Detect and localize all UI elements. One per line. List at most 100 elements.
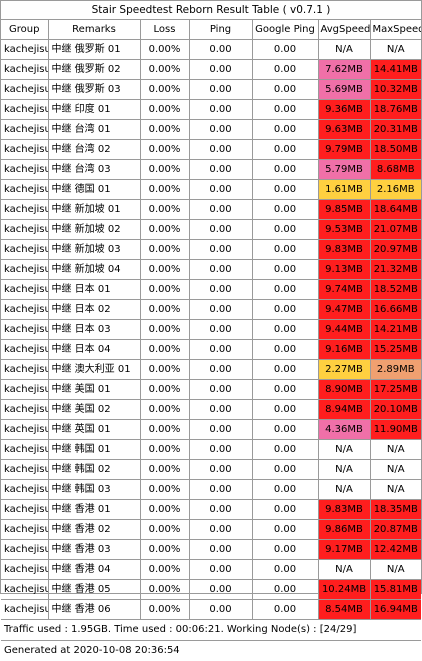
cell-loss: 0.00% bbox=[139, 439, 190, 460]
cell-avg-speed: N/A bbox=[317, 459, 371, 480]
table-row: kachejisu 中继 日本 01 0.00% 0.00 0.00 9.74MB 18.5… bbox=[1, 279, 421, 300]
column-header-remarks: Remarks bbox=[47, 20, 141, 40]
cell-max-speed: 20.97MB bbox=[369, 239, 421, 260]
cell-loss: 0.00% bbox=[139, 279, 190, 300]
cell-google-ping: 0.00 bbox=[251, 399, 319, 420]
cell-group: kachejisu bbox=[1, 319, 49, 340]
table-row: kachejisu 中继 新加坡 02 0.00% 0.00 0.00 9.53MB 21.… bbox=[1, 219, 421, 240]
cell-avg-speed: 9.79MB bbox=[317, 139, 371, 160]
cell-max-speed: 15.81MB bbox=[369, 579, 421, 600]
cell-ping: 0.00 bbox=[188, 499, 253, 520]
table-row: kachejisu 中继 台湾 02 0.00% 0.00 0.00 9.79MB 18.5… bbox=[1, 139, 421, 160]
cell-google-ping: 0.00 bbox=[251, 99, 319, 120]
table-row: kachejisu 中继 日本 04 0.00% 0.00 0.00 9.16MB 15.2… bbox=[1, 339, 421, 360]
table-row: kachejisu 中继 新加坡 03 0.00% 0.00 0.00 9.83MB 20.… bbox=[1, 239, 421, 260]
cell-ping: 0.00 bbox=[188, 319, 253, 340]
cell-remarks: 中继 香港 04 bbox=[47, 559, 141, 580]
cell-max-speed: 15.25MB bbox=[369, 339, 421, 360]
cell-group: kachejisu bbox=[1, 259, 49, 280]
cell-google-ping: 0.00 bbox=[251, 279, 319, 300]
cell-group: kachejisu bbox=[1, 39, 49, 60]
cell-loss: 0.00% bbox=[139, 139, 190, 160]
generated-timestamp: Generated at 2020-10-08 20:36:54 bbox=[4, 645, 180, 656]
cell-max-speed: 16.66MB bbox=[369, 299, 421, 320]
cell-max-speed: 18.76MB bbox=[369, 99, 421, 120]
cell-max-speed: 20.10MB bbox=[369, 399, 421, 420]
cell-group: kachejisu bbox=[1, 219, 49, 240]
cell-loss: 0.00% bbox=[139, 59, 190, 80]
cell-avg-speed: 9.86MB bbox=[317, 519, 371, 540]
cell-avg-speed: 1.61MB bbox=[317, 179, 371, 200]
cell-avg-speed: 9.85MB bbox=[317, 199, 371, 220]
cell-group: kachejisu bbox=[1, 479, 49, 500]
cell-remarks: 中继 台湾 02 bbox=[47, 139, 141, 160]
cell-max-speed: 10.32MB bbox=[369, 79, 421, 100]
table-row: kachejisu 中继 韩国 01 0.00% 0.00 0.00 N/A N/A bbox=[1, 439, 421, 460]
cell-loss: 0.00% bbox=[139, 119, 190, 140]
cell-max-speed: 17.25MB bbox=[369, 379, 421, 400]
cell-google-ping: 0.00 bbox=[251, 499, 319, 520]
cell-group: kachejisu bbox=[1, 119, 49, 140]
cell-loss: 0.00% bbox=[139, 99, 190, 120]
cell-group: kachejisu bbox=[1, 279, 49, 300]
table-row: kachejisu 中继 俄罗斯 03 0.00% 0.00 0.00 5.69MB 10.… bbox=[1, 79, 421, 100]
cell-ping: 0.00 bbox=[188, 119, 253, 140]
cell-ping: 0.00 bbox=[188, 559, 253, 580]
cell-group: kachejisu bbox=[1, 339, 49, 360]
cell-max-speed: 2.16MB bbox=[369, 179, 421, 200]
traffic-summary: Traffic used : 1.95GB. Time used : 00:06… bbox=[1, 620, 421, 641]
table-title: Stair Speedtest Reborn Result Table ( v0… bbox=[1, 1, 421, 20]
cell-google-ping: 0.00 bbox=[251, 419, 319, 440]
cell-max-speed: N/A bbox=[369, 459, 421, 480]
cell-ping: 0.00 bbox=[188, 399, 253, 420]
cell-group: kachejisu bbox=[1, 179, 49, 200]
table-row: kachejisu 中继 香港 04 0.00% 0.00 0.00 N/A N/A bbox=[1, 559, 421, 580]
cell-remarks: 中继 澳大利亚 01 bbox=[47, 359, 141, 380]
cell-ping: 0.00 bbox=[188, 539, 253, 560]
cell-remarks: 中继 香港 02 bbox=[47, 519, 141, 540]
cell-remarks: 中继 俄罗斯 01 bbox=[47, 39, 141, 60]
cell-group: kachejisu bbox=[1, 579, 49, 600]
cell-group: kachejisu bbox=[1, 599, 49, 620]
cell-loss: 0.00% bbox=[139, 219, 190, 240]
cell-max-speed: 14.41MB bbox=[369, 59, 421, 80]
cell-remarks: 中继 韩国 02 bbox=[47, 459, 141, 480]
cell-loss: 0.00% bbox=[139, 79, 190, 100]
cell-loss: 0.00% bbox=[139, 579, 190, 600]
cell-ping: 0.00 bbox=[188, 279, 253, 300]
cell-loss: 0.00% bbox=[139, 559, 190, 580]
cell-google-ping: 0.00 bbox=[251, 519, 319, 540]
table-row: kachejisu 中继 日本 03 0.00% 0.00 0.00 9.44MB 14.2… bbox=[1, 319, 421, 340]
cell-max-speed: 18.64MB bbox=[369, 199, 421, 220]
cell-ping: 0.00 bbox=[188, 299, 253, 320]
cell-avg-speed: 9.44MB bbox=[317, 319, 371, 340]
cell-max-speed: 21.32MB bbox=[369, 259, 421, 280]
table-row: kachejisu 中继 新加坡 04 0.00% 0.00 0.00 9.13MB 21.… bbox=[1, 259, 421, 280]
cell-remarks: 中继 俄罗斯 03 bbox=[47, 79, 141, 100]
cell-ping: 0.00 bbox=[188, 239, 253, 260]
table-row: kachejisu 中继 香港 03 0.00% 0.00 0.00 9.17MB 12.4… bbox=[1, 539, 421, 560]
cell-avg-speed: N/A bbox=[317, 439, 371, 460]
cell-google-ping: 0.00 bbox=[251, 319, 319, 340]
cell-group: kachejisu bbox=[1, 299, 49, 320]
cell-loss: 0.00% bbox=[139, 519, 190, 540]
cell-remarks: 中继 美国 02 bbox=[47, 399, 141, 420]
cell-max-speed: 12.42MB bbox=[369, 539, 421, 560]
cell-remarks: 中继 香港 03 bbox=[47, 539, 141, 560]
table-row: kachejisu 中继 俄罗斯 01 0.00% 0.00 0.00 N/A N/A bbox=[1, 39, 421, 60]
cell-remarks: 中继 韩国 03 bbox=[47, 479, 141, 500]
cell-loss: 0.00% bbox=[139, 319, 190, 340]
cell-loss: 0.00% bbox=[139, 399, 190, 420]
cell-max-speed: 20.31MB bbox=[369, 119, 421, 140]
column-header-avg-speed: AvgSpeed bbox=[317, 20, 371, 40]
header-row: Group Remarks Loss Ping Google Ping AvgS… bbox=[1, 20, 421, 40]
cell-google-ping: 0.00 bbox=[251, 139, 319, 160]
table-row: kachejisu 中继 香港 02 0.00% 0.00 0.00 9.86MB 20.8… bbox=[1, 519, 421, 540]
cell-loss: 0.00% bbox=[139, 259, 190, 280]
cell-ping: 0.00 bbox=[188, 99, 253, 120]
cell-avg-speed: N/A bbox=[317, 479, 371, 500]
cell-google-ping: 0.00 bbox=[251, 79, 319, 100]
cell-ping: 0.00 bbox=[188, 259, 253, 280]
cell-google-ping: 0.00 bbox=[251, 459, 319, 480]
